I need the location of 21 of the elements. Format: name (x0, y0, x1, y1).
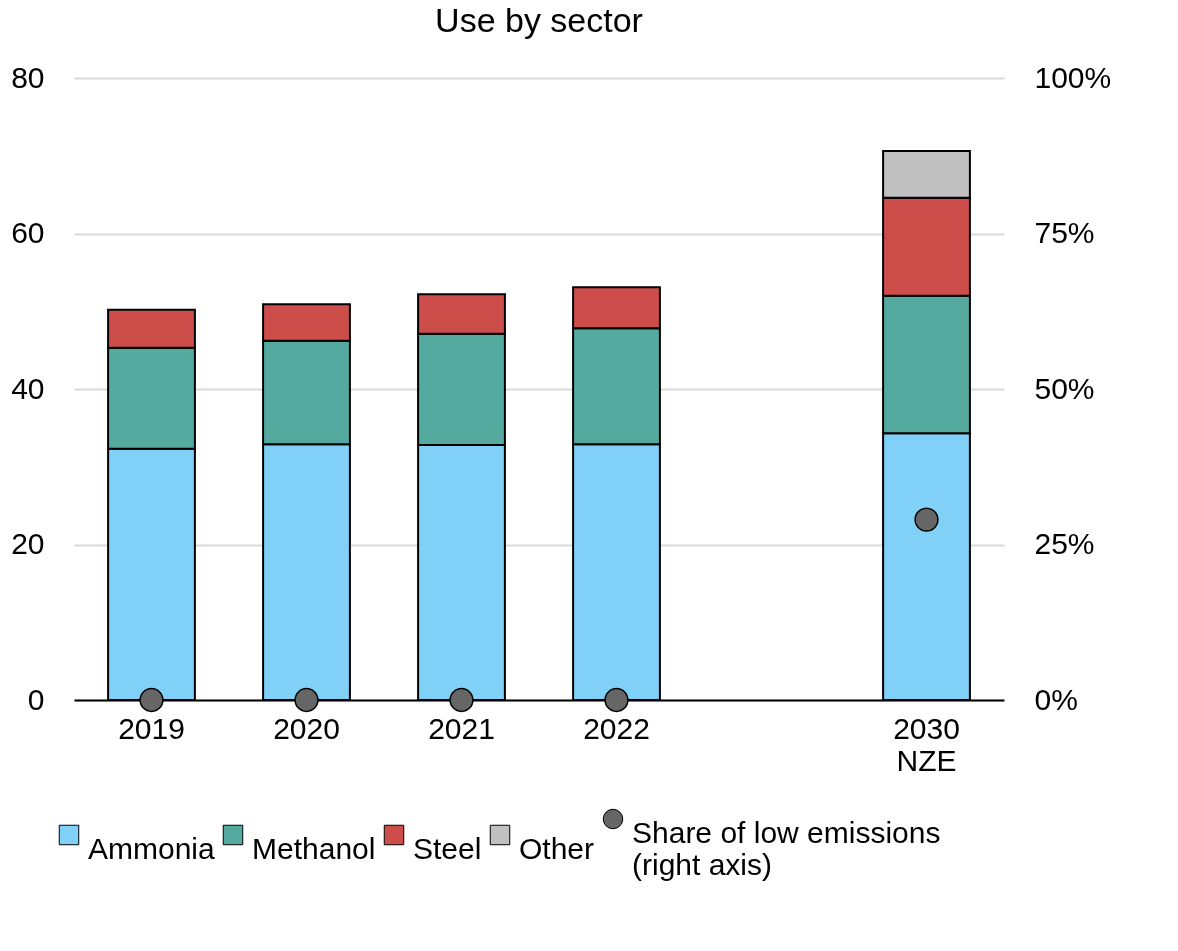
y2-tick-label: 50% (1034, 371, 1095, 405)
x-tick-label: 2020 (273, 711, 340, 745)
y2-tick-label: 100% (1034, 60, 1112, 94)
y2-tick-label: 75% (1034, 216, 1095, 249)
x-tick-label: 2030 NZE (893, 711, 960, 777)
y2-tick-label: 0% (1034, 682, 1078, 716)
legend-label: Steel (413, 832, 482, 865)
y2-tick-label: 25% (1034, 527, 1095, 560)
y-tick-label: 20 (11, 527, 45, 560)
y-tick-label: 40 (11, 371, 45, 405)
legend-label: Ammonia (88, 832, 216, 865)
legend-label: Other (519, 832, 595, 865)
y-tick-label: 0 (27, 682, 45, 716)
x-tick-label: 2019 (118, 711, 185, 745)
x-tick-label: 2021 (428, 711, 495, 745)
y-tick-label: 60 (11, 216, 45, 249)
x-tick-label: 2022 (583, 711, 650, 745)
chart-title: Use by sector (435, 1, 643, 39)
y-tick-label: 80 (11, 60, 45, 94)
legend-label: Methanol (252, 832, 376, 865)
legend-label: Share of low emissions (right axis) (632, 816, 941, 881)
